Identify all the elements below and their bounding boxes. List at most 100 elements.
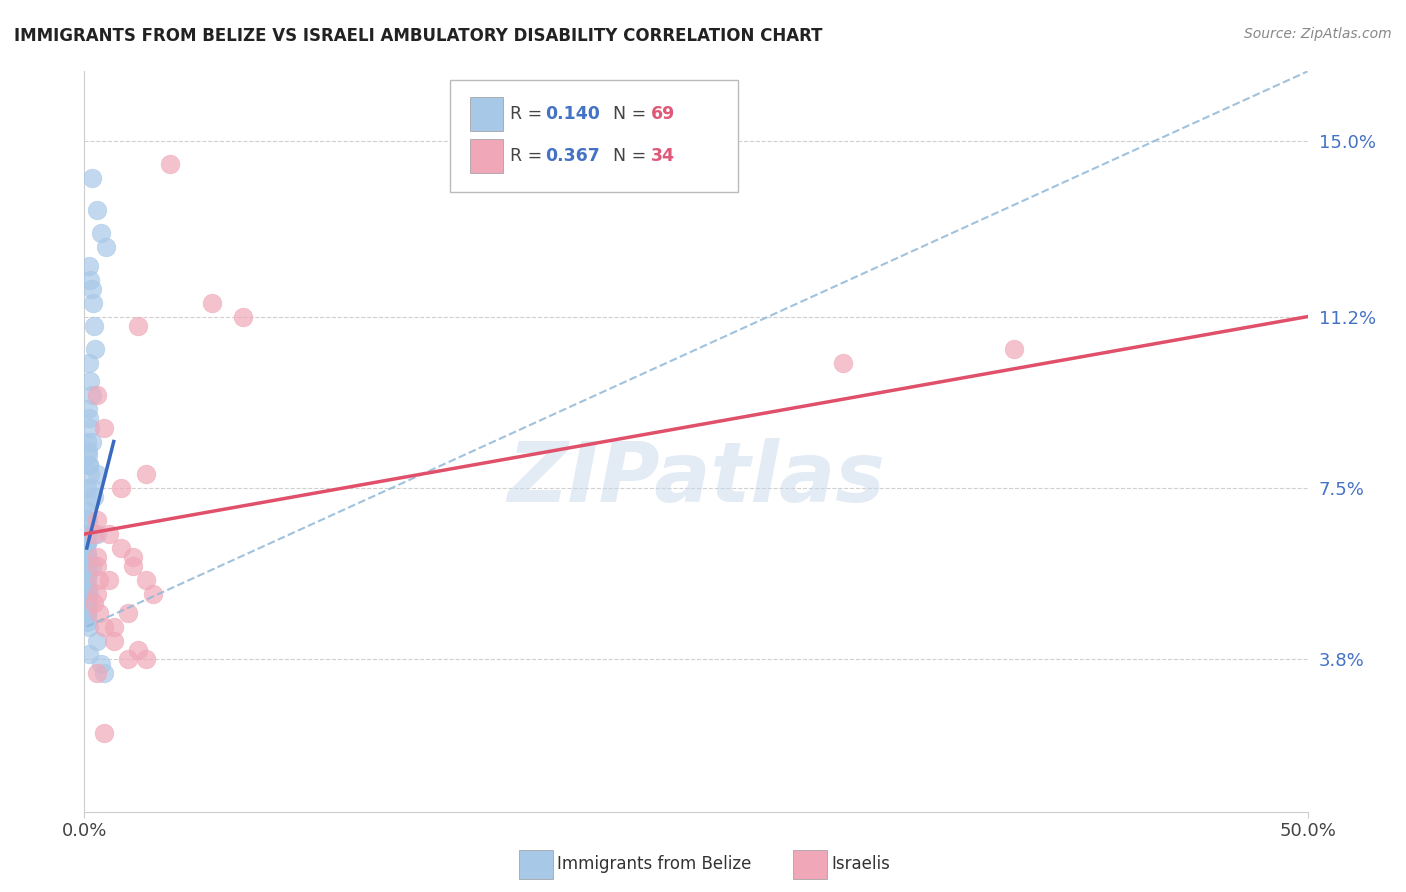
Point (77, 449, 100, 463)
Point (103, 633, 125, 648)
Point (76, 578, 98, 592)
Point (76, 527, 98, 541)
Point (110, 481, 132, 495)
Point (76, 536, 98, 550)
Point (80, 481, 103, 495)
Point (83, 527, 105, 541)
Point (82, 295, 104, 310)
Text: 0.367: 0.367 (546, 147, 600, 165)
Point (79, 420, 101, 434)
Point (86, 203, 108, 218)
Point (127, 642, 149, 657)
Text: Immigrants from Belize: Immigrants from Belize (557, 855, 751, 873)
Point (76, 559, 98, 574)
Point (87, 574, 110, 588)
Text: R =: R = (510, 105, 548, 123)
Point (77, 458, 100, 472)
Point (79, 467, 101, 481)
Point (76, 536, 98, 550)
Point (76, 536, 98, 550)
Point (77, 648, 100, 662)
Point (117, 606, 139, 620)
Point (76, 481, 98, 495)
Point (86, 559, 108, 574)
Point (80, 282, 103, 296)
Point (76, 574, 98, 588)
Point (76, 578, 98, 592)
Point (117, 652, 139, 666)
Point (80, 559, 103, 574)
Point (135, 574, 157, 588)
Point (80, 170, 103, 185)
Point (76, 591, 98, 606)
Point (76, 504, 98, 518)
Point (77, 587, 100, 601)
Point (93, 665, 115, 680)
Point (76, 434, 98, 449)
Point (86, 550, 108, 565)
Point (76, 597, 98, 611)
Point (77, 411, 100, 425)
Point (831, 356, 853, 370)
Point (127, 318, 149, 333)
Point (76, 601, 98, 615)
Point (76, 568, 98, 582)
Point (77, 356, 100, 370)
Point (122, 559, 145, 574)
Point (76, 610, 98, 624)
Point (76, 597, 98, 611)
Text: N =: N = (602, 147, 651, 165)
Text: Israelis: Israelis (831, 855, 890, 873)
Point (80, 388, 103, 402)
Point (76, 606, 98, 620)
Point (1002, 342, 1025, 356)
Text: IMMIGRANTS FROM BELIZE VS ISRAELI AMBULATORY DISABILITY CORRELATION CHART: IMMIGRANTS FROM BELIZE VS ISRAELI AMBULA… (14, 27, 823, 45)
Point (76, 527, 98, 541)
Point (93, 620, 115, 634)
Point (142, 587, 165, 601)
Point (103, 620, 125, 634)
Point (86, 513, 108, 527)
Point (84, 342, 107, 356)
Point (79, 375, 101, 389)
Point (76, 559, 98, 574)
Point (135, 467, 157, 481)
Point (135, 652, 157, 666)
Text: N =: N = (602, 105, 651, 123)
Point (76, 582, 98, 597)
Point (76, 587, 98, 601)
Point (200, 295, 222, 310)
Point (86, 388, 108, 402)
Point (77, 402, 100, 417)
Point (77, 259, 100, 273)
Point (86, 587, 108, 601)
Point (76, 550, 98, 565)
Text: 34: 34 (651, 147, 675, 165)
Point (110, 541, 132, 555)
Text: 69: 69 (651, 105, 675, 123)
Point (90, 657, 112, 671)
Point (77, 620, 100, 634)
Point (76, 564, 98, 578)
Point (97, 527, 120, 541)
Point (76, 550, 98, 565)
Point (159, 157, 181, 171)
Point (86, 467, 108, 481)
Point (76, 527, 98, 541)
Point (76, 615, 98, 629)
Point (76, 513, 98, 527)
Point (86, 633, 108, 648)
Text: 0.140: 0.140 (546, 105, 600, 123)
Point (76, 555, 98, 569)
Point (86, 527, 108, 541)
Text: ZIPatlas: ZIPatlas (508, 438, 884, 519)
Point (93, 726, 115, 740)
Point (77, 458, 100, 472)
Point (86, 665, 108, 680)
Point (83, 597, 105, 611)
Point (97, 574, 120, 588)
Point (90, 227, 112, 241)
Point (79, 272, 101, 286)
Point (77, 443, 100, 458)
Point (122, 550, 145, 565)
